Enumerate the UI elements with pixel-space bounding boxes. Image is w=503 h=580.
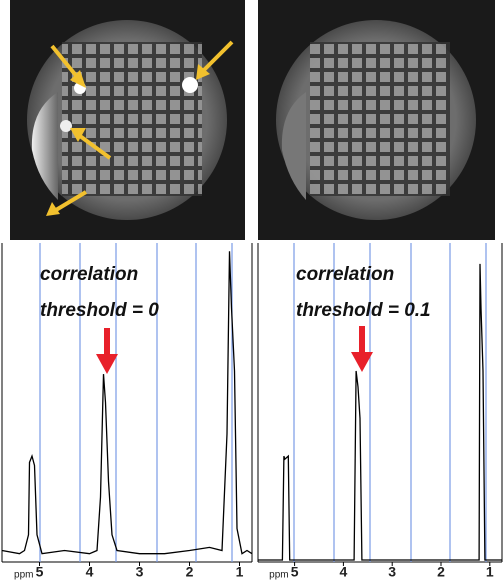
annotation: threshold = 0 [40,300,159,321]
x-tick-label: 4 [86,564,94,580]
x-tick-label: 2 [186,564,194,580]
red-arrows [96,326,373,374]
x-tick-label: 3 [388,564,396,580]
spectrum-line [258,263,502,561]
frames [1,243,503,563]
x-axis-label: ppm [269,570,288,580]
annotation: threshold = 0.1 [296,300,431,321]
x-tick-label: 5 [291,564,299,580]
x-tick-label: 2 [437,564,445,580]
x-tick-label: 3 [136,564,144,580]
x-tick-label: 1 [236,564,244,580]
spectrum-line [1,251,253,555]
annotation: correlation [296,264,394,285]
mri-image-right [258,0,495,240]
x-tick-label: 1 [486,564,494,580]
annotation: correlation [40,264,138,285]
mri-image-left [10,0,245,240]
x-axis-label: ppm [14,570,33,580]
guide-lines [39,243,487,562]
x-tick-label: 5 [36,564,44,580]
x-tick-label: 4 [340,564,348,580]
